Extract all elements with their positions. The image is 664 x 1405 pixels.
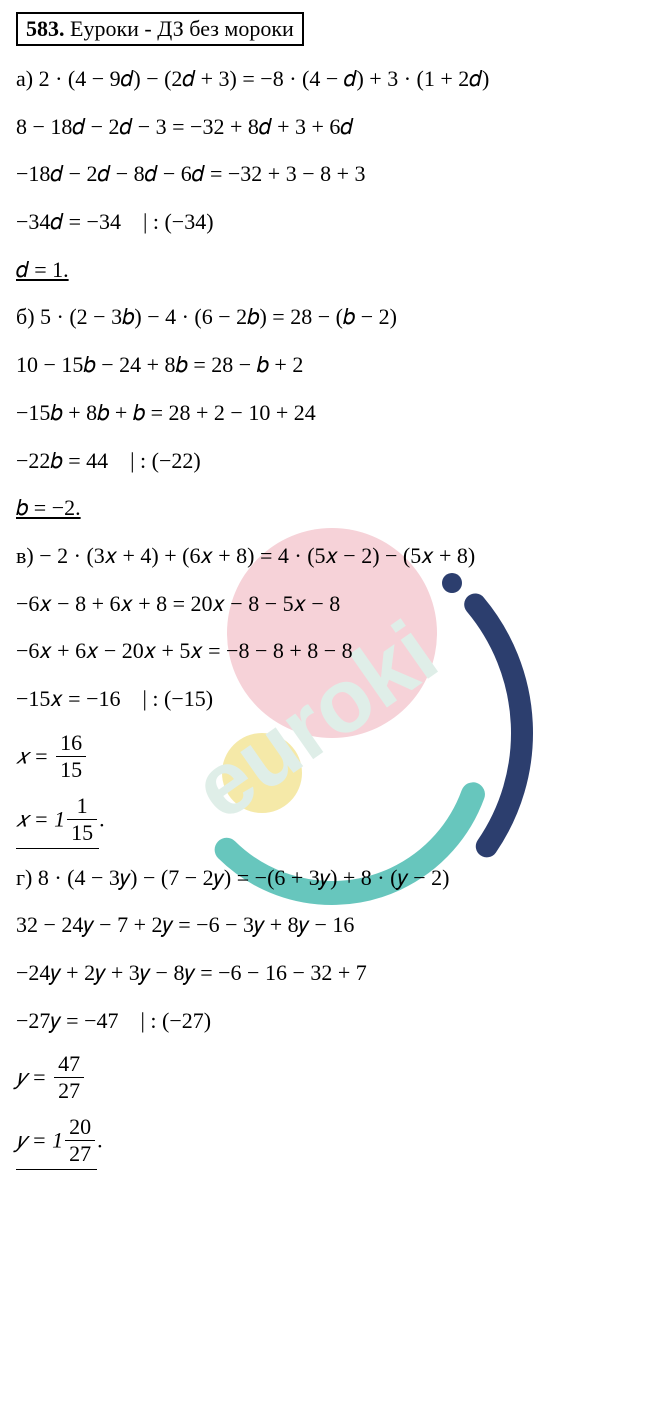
step-b2: 10 − 15𝑏 − 24 + 8𝑏 = 28 − 𝑏 + 2 — [16, 350, 648, 380]
problem-header: 583. Еуроки - ДЗ без мороки — [16, 12, 304, 46]
step-a2: 8 − 18𝑑 − 2𝑑 − 3 = −32 + 8𝑑 + 3 + 6𝑑 — [16, 112, 648, 142]
step-a4: −34𝑑 = −34 | : (−34) — [16, 207, 648, 237]
step-b1: б) 5 · (2 − 3𝑏) − 4 · (6 − 2𝑏) = 28 − (𝑏… — [16, 302, 648, 332]
step-c-frac: 𝑥 = 1615 — [16, 732, 648, 781]
problem-source: Еуроки - ДЗ без мороки — [65, 16, 294, 41]
document-content: 583. Еуроки - ДЗ без мороки а) 2 · (4 − … — [16, 12, 648, 1170]
step-b4: −22𝑏 = 44 | : (−22) — [16, 446, 648, 476]
step-d-frac: 𝑦 = 4727 — [16, 1053, 648, 1102]
step-d2: 32 − 24𝑦 − 7 + 2𝑦 = −6 − 3𝑦 + 8𝑦 − 16 — [16, 910, 648, 940]
problem-number: 583. — [26, 16, 65, 41]
step-c3: −6𝑥 + 6𝑥 − 20𝑥 + 5𝑥 = −8 − 8 + 8 − 8 — [16, 636, 648, 666]
fraction: 115 — [67, 795, 97, 844]
step-c1: в) − 2 · (3𝑥 + 4) + (6𝑥 + 8) = 4 · (5𝑥 −… — [16, 541, 648, 571]
step-d3: −24𝑦 + 2𝑦 + 3𝑦 − 8𝑦 = −6 − 16 − 32 + 7 — [16, 958, 648, 988]
step-c2: −6𝑥 − 8 + 6𝑥 + 8 = 20𝑥 − 8 − 5𝑥 − 8 — [16, 589, 648, 619]
answer-d: 𝑦 = 12027 . — [16, 1116, 648, 1170]
fraction: 2027 — [65, 1116, 95, 1165]
answer-b: 𝑏 = −2. — [16, 493, 648, 523]
fraction: 1615 — [56, 732, 86, 781]
step-d1: г) 8 · (4 − 3𝑦) − (7 − 2𝑦) = −(6 + 3𝑦) +… — [16, 863, 648, 893]
step-a3: −18𝑑 − 2𝑑 − 8𝑑 − 6𝑑 = −32 + 3 − 8 + 3 — [16, 159, 648, 189]
step-d4: −27𝑦 = −47 | : (−27) — [16, 1006, 648, 1036]
step-c4: −15𝑥 = −16 | : (−15) — [16, 684, 648, 714]
answer-a: 𝑑 = 1. — [16, 255, 648, 285]
step-a1: а) 2 · (4 − 9𝑑) − (2𝑑 + 3) = −8 · (4 − 𝑑… — [16, 64, 648, 94]
answer-c: 𝑥 = 1115 . — [16, 795, 648, 849]
step-b3: −15𝑏 + 8𝑏 + 𝑏 = 28 + 2 − 10 + 24 — [16, 398, 648, 428]
fraction: 4727 — [54, 1053, 84, 1102]
